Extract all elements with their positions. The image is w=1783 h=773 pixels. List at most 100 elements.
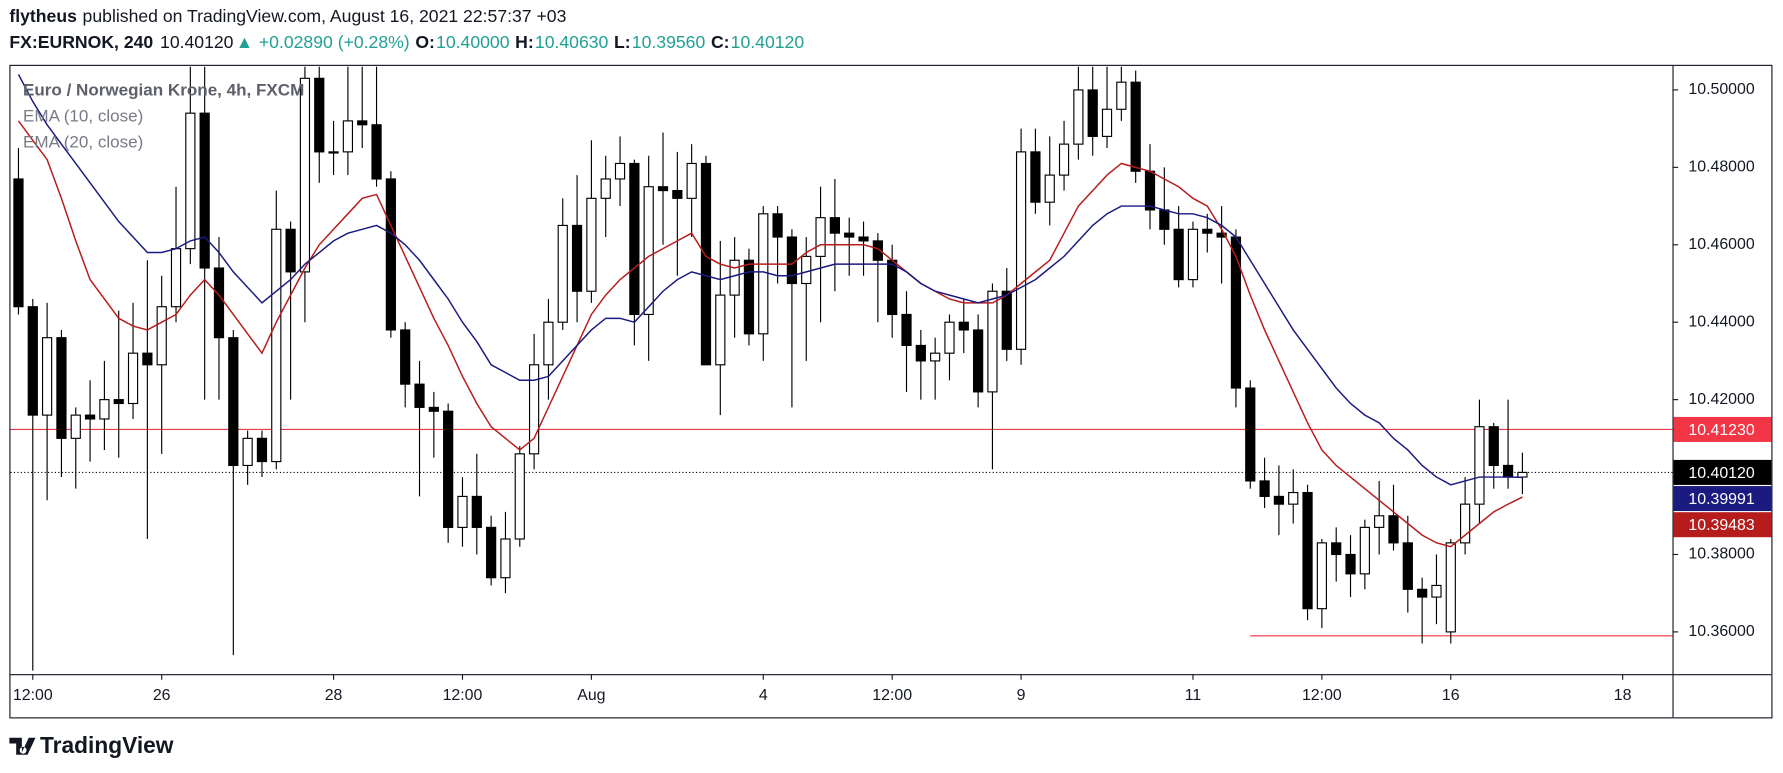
y-tick-label: 10.50000 [1688, 81, 1754, 98]
candle-body [514, 453, 525, 540]
candle-body [729, 259, 740, 296]
candle-body [930, 352, 941, 362]
candle-body [371, 124, 382, 180]
candle-body [1130, 81, 1141, 172]
x-tick-label: 12:00 [872, 687, 912, 704]
candle-body [342, 120, 354, 153]
candle-body [1058, 143, 1070, 176]
candle-body [1173, 228, 1184, 281]
candle-body [1459, 503, 1471, 544]
y-tick-label: 10.44000 [1688, 313, 1754, 330]
candle-body [1259, 480, 1270, 497]
last-price: 10.40120 [160, 32, 234, 52]
candle-body [557, 224, 568, 323]
candle-body [1345, 553, 1356, 575]
candle-body [829, 217, 841, 234]
header-line: flytheus published on TradingView.com, Au… [9, 6, 566, 26]
candle-body [1474, 426, 1485, 505]
candle-body [1159, 209, 1170, 230]
price-tag-label: 10.39991 [1688, 491, 1754, 508]
y-tick-label: 10.36000 [1688, 623, 1754, 640]
candle-body [242, 437, 253, 467]
x-tick-label: 12:00 [443, 687, 483, 704]
ema-line [17, 120, 1523, 548]
change: +0.02890 (+0.28%) [259, 32, 410, 52]
high: 10.40630 [535, 32, 609, 52]
candle-body [228, 337, 239, 467]
candle-body [1445, 542, 1456, 633]
candle-body [1202, 228, 1213, 234]
candle-body [973, 329, 984, 393]
x-tick-label: 9 [1017, 687, 1026, 704]
open-label: O: [415, 32, 435, 52]
candle-body [99, 399, 110, 420]
logo-icon [9, 737, 36, 755]
candle-body [1216, 232, 1227, 238]
candle-body [486, 526, 497, 579]
candle-body [357, 120, 368, 126]
candle-body [1116, 81, 1127, 110]
candle-body [1488, 426, 1499, 467]
y-tick-label: 10.46000 [1688, 236, 1754, 253]
candle-body [1187, 228, 1199, 281]
candle-body [400, 329, 411, 385]
candle-body [958, 321, 969, 331]
candle-body [1288, 491, 1299, 505]
candle-body [1230, 236, 1242, 389]
candle-body [887, 259, 898, 316]
candle-body [428, 406, 439, 412]
candle-body [901, 313, 912, 347]
open: 10.40000 [436, 32, 510, 52]
x-tick-label: 4 [759, 687, 768, 704]
price-tag [1673, 416, 1772, 442]
price-tag [1673, 512, 1772, 538]
candle-body [543, 321, 554, 366]
plot-area [10, 66, 1673, 671]
symbol: FX:EURNOK, 240 [9, 32, 153, 52]
candle-body [1273, 495, 1285, 505]
x-tick-label: 12:00 [1302, 687, 1342, 704]
candle-body [41, 337, 53, 416]
candle-body [743, 259, 755, 335]
x-tick-label: 16 [1442, 687, 1460, 704]
candle-body [1517, 471, 1528, 478]
candle-body [1101, 108, 1113, 137]
candle-body [414, 383, 425, 408]
candle-body [1030, 151, 1041, 203]
footer-logo: TradingView [9, 732, 174, 758]
candle-body [858, 236, 869, 242]
candle-body [657, 186, 669, 192]
x-tick-label: 12:00 [13, 687, 53, 704]
high-label: H: [515, 32, 534, 52]
candle-body [1402, 542, 1413, 590]
candle-body [528, 364, 540, 455]
candle-body [1502, 464, 1514, 478]
candle-body [600, 178, 611, 199]
candle-body [944, 321, 955, 354]
symbol-line: FX:EURNOK, 240 10.40120 ▲ +0.02890 (+0.28%)… [9, 32, 804, 52]
candle-body [801, 255, 812, 285]
change-arrow: ▲ [236, 32, 253, 52]
legend-ema20: EMA (20, close) [23, 133, 143, 152]
candle-body [1417, 588, 1428, 598]
candle-body [199, 112, 210, 269]
candle-body [156, 306, 167, 366]
candle-body [142, 352, 153, 366]
candle-body [1388, 515, 1399, 544]
published: published on TradingView.com, August 16,… [83, 6, 567, 26]
candle-body [915, 344, 926, 362]
candle-body [1245, 387, 1256, 482]
low-label: L: [614, 32, 631, 52]
candle-body [1087, 89, 1098, 137]
candle-body [571, 224, 583, 292]
candle-body [70, 414, 81, 439]
candle-body [1331, 542, 1342, 556]
chart-frame [9, 64, 1773, 719]
x-tick-label: 18 [1614, 687, 1632, 704]
candle-body [385, 178, 396, 331]
candle-body [1044, 174, 1055, 203]
candle-body [457, 495, 468, 528]
ema-line [17, 74, 1523, 486]
